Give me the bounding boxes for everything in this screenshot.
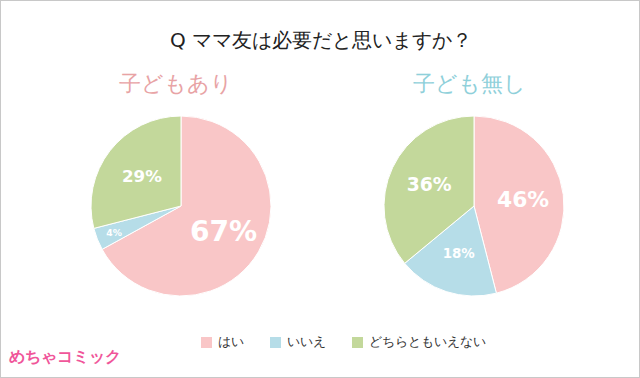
html-text:どちらともいえない: どちらともいえない <box>369 334 486 349</box>
html-text:いいえ: いいえ <box>287 334 326 349</box>
html-text:子ども無し: 子ども無し <box>412 71 526 96</box>
svg-text:29%: 29% <box>122 166 162 186</box>
svg-text:67%: 67% <box>190 215 257 248</box>
html-text:めちゃコミック: めちゃコミック <box>9 347 121 366</box>
svg-text:46%: 46% <box>497 187 549 212</box>
svg-text:18%: 18% <box>443 246 475 261</box>
svg-text:36%: 36% <box>407 174 452 195</box>
svg-text:4%: 4% <box>106 227 122 238</box>
html-text:はい: はい <box>218 334 244 349</box>
html-text:Q ママ友は必要だと思いますか？: Q ママ友は必要だと思いますか？ <box>169 28 472 52</box>
html-text:子どもあり: 子どもあり <box>119 71 233 96</box>
